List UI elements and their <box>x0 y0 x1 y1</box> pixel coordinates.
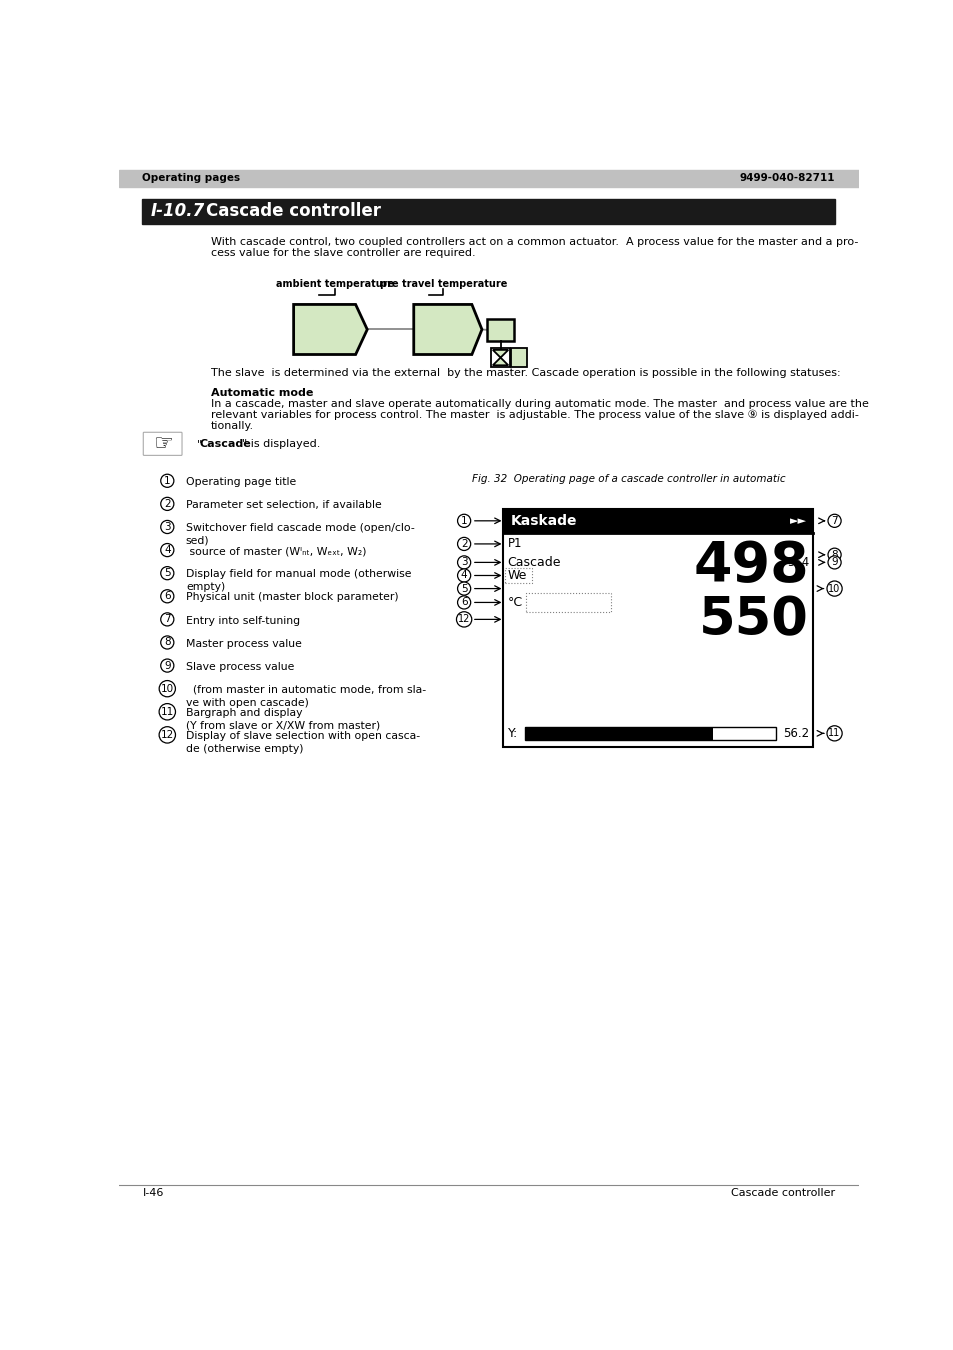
Bar <box>524 728 712 740</box>
Text: I-10.7: I-10.7 <box>150 202 204 220</box>
Text: 3: 3 <box>460 558 467 567</box>
Text: 1: 1 <box>164 475 171 486</box>
Text: Operating pages: Operating pages <box>142 173 240 184</box>
Text: 1: 1 <box>460 516 467 525</box>
Text: 9499-040-82711: 9499-040-82711 <box>740 173 835 184</box>
Text: relevant variables for process control. The master  is adjustable. The process v: relevant variables for process control. … <box>211 410 858 420</box>
Text: Slave process value: Slave process value <box>186 662 294 672</box>
Text: 12: 12 <box>457 614 470 625</box>
Text: Display of slave selection with open casca-
de (otherwise empty): Display of slave selection with open cas… <box>186 732 419 753</box>
Text: Kaskade: Kaskade <box>510 514 577 528</box>
Text: source of master (Wᴵₙₜ, Wₑₓₜ, W₂): source of master (Wᴵₙₜ, Wₑₓₜ, W₂) <box>186 547 366 556</box>
Polygon shape <box>493 358 508 366</box>
Text: 3: 3 <box>164 522 171 532</box>
Text: Parameter set selection, if available: Parameter set selection, if available <box>186 500 381 510</box>
Polygon shape <box>414 305 481 355</box>
Text: 8: 8 <box>830 549 837 560</box>
Text: The slave  is determined via the external  by the master. Cascade operation is p: The slave is determined via the external… <box>211 369 840 378</box>
Bar <box>119 170 858 186</box>
Bar <box>502 509 812 747</box>
Text: 498: 498 <box>693 539 808 593</box>
Bar <box>524 728 775 740</box>
Bar <box>502 509 812 533</box>
Text: °C: °C <box>507 595 522 609</box>
Text: Switchover field cascade mode (open/clo-
sed): Switchover field cascade mode (open/clo-… <box>186 524 415 545</box>
Text: 56.2: 56.2 <box>782 726 808 740</box>
Text: 4: 4 <box>164 545 171 555</box>
Text: (from master in automatic mode, from sla-
ve with open cascade): (from master in automatic mode, from sla… <box>186 684 426 707</box>
Bar <box>487 319 513 340</box>
Text: Y:: Y: <box>507 726 517 740</box>
Bar <box>525 593 611 612</box>
FancyBboxPatch shape <box>143 432 182 455</box>
Text: 12: 12 <box>160 730 173 740</box>
Text: 550: 550 <box>699 595 808 647</box>
Bar <box>491 348 509 367</box>
Text: 7: 7 <box>830 516 837 525</box>
Text: 11: 11 <box>160 707 173 717</box>
Text: Cascade: Cascade <box>507 556 560 568</box>
Text: We: We <box>507 568 526 582</box>
Bar <box>505 568 532 583</box>
Text: Cascade controller: Cascade controller <box>730 1188 835 1197</box>
Text: 8: 8 <box>164 637 171 648</box>
Text: 554: 554 <box>786 556 808 568</box>
Bar <box>511 348 526 367</box>
Text: cess value for the slave controller are required.: cess value for the slave controller are … <box>211 248 475 258</box>
Text: Cascade: Cascade <box>199 439 252 448</box>
Text: " is displayed.: " is displayed. <box>241 439 320 448</box>
Text: Operating page title: Operating page title <box>186 477 295 487</box>
Text: 6: 6 <box>460 598 467 608</box>
Polygon shape <box>493 350 508 358</box>
Text: Bargraph and display
(Y from slave or X/XW from master): Bargraph and display (Y from slave or X/… <box>186 707 379 730</box>
Bar <box>142 198 835 224</box>
Text: P1: P1 <box>507 537 521 551</box>
Text: In a cascade, master and slave operate automatically during automatic mode. The : In a cascade, master and slave operate a… <box>211 400 867 409</box>
Text: 5: 5 <box>460 583 467 594</box>
Text: ": " <box>196 439 202 448</box>
Text: Physical unit (master block parameter): Physical unit (master block parameter) <box>186 593 398 602</box>
Text: 11: 11 <box>827 729 840 738</box>
Text: Fig. 32  Operating page of a cascade controller in automatic: Fig. 32 Operating page of a cascade cont… <box>472 474 784 483</box>
Text: 9: 9 <box>164 660 171 671</box>
Text: 6: 6 <box>164 591 171 601</box>
Text: Automatic mode: Automatic mode <box>211 389 313 398</box>
Text: Entry into self-tuning: Entry into self-tuning <box>186 616 299 625</box>
Text: ☞: ☞ <box>152 433 172 454</box>
Text: 7: 7 <box>164 614 171 625</box>
Text: Master process value: Master process value <box>186 639 301 648</box>
Text: 4: 4 <box>460 571 467 580</box>
Text: 10: 10 <box>160 683 173 694</box>
Text: With cascade control, two coupled controllers act on a common actuator.  A proce: With cascade control, two coupled contro… <box>211 238 857 247</box>
Text: Cascade controller: Cascade controller <box>206 202 380 220</box>
Text: 10: 10 <box>827 583 840 594</box>
Text: pre travel temperature: pre travel temperature <box>379 279 506 289</box>
Text: Display field for manual mode (otherwise
empty): Display field for manual mode (otherwise… <box>186 570 411 593</box>
Text: 9: 9 <box>830 558 837 567</box>
Text: 2: 2 <box>164 500 171 509</box>
Text: 2: 2 <box>460 539 467 549</box>
Polygon shape <box>294 305 367 355</box>
Text: I-46: I-46 <box>142 1188 164 1197</box>
Text: ►►: ►► <box>789 516 806 525</box>
Text: 5: 5 <box>164 568 171 578</box>
Text: ambient temperature: ambient temperature <box>275 279 394 289</box>
Text: tionally.: tionally. <box>211 421 253 431</box>
